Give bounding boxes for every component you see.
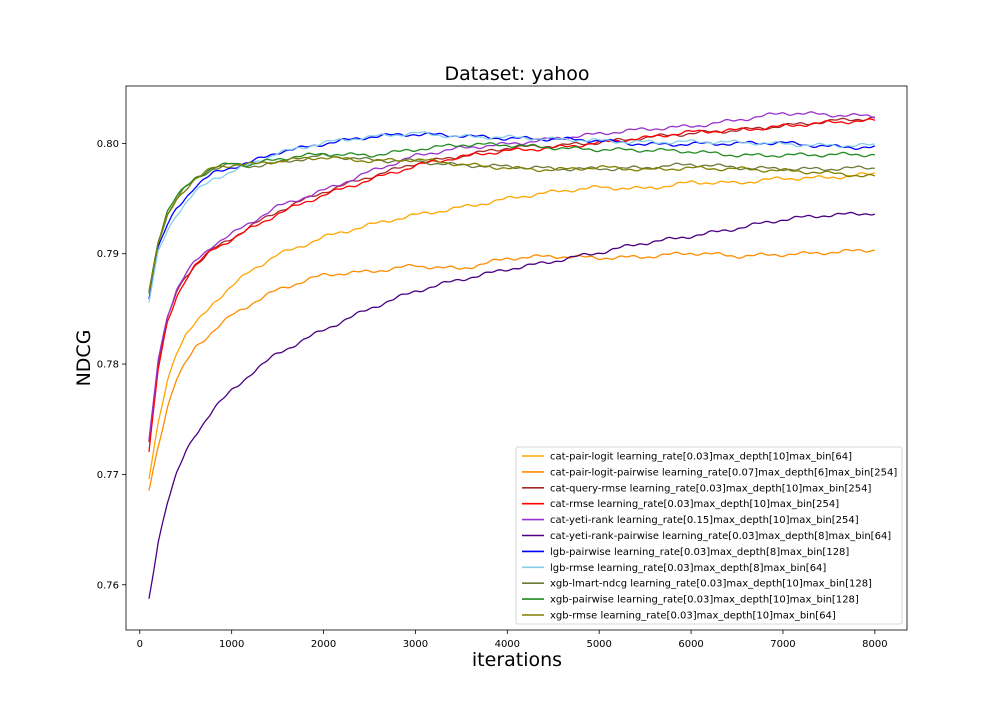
x-tick-label: 5000 (586, 639, 611, 650)
legend-label: lgb-pairwise learning_rate[0.03]max_dept… (550, 547, 849, 558)
series-line (148, 248, 875, 491)
y-tick-label: 0.78 (97, 360, 119, 371)
y-tick-label: 0.76 (97, 580, 119, 591)
series-line (148, 142, 875, 294)
legend-label: cat-pair-logit-pairwise learning_rate[0.… (550, 467, 897, 478)
y-axis-label: NDCG (73, 330, 95, 387)
x-tick-label: 4000 (495, 639, 520, 650)
legend-label: cat-yeti-rank learning_rate[0.15]max_dep… (550, 515, 859, 526)
y-tick-label: 0.80 (97, 139, 119, 150)
x-tick-label: 7000 (770, 639, 795, 650)
series-line (148, 131, 875, 303)
x-tick-label: 2000 (311, 639, 336, 650)
plot-area (148, 111, 876, 599)
x-axis: 0 1000 2000 3000 4000 5000 6000 7000 8000 (137, 630, 888, 650)
series-line (148, 172, 875, 480)
plot-frame (125, 85, 908, 631)
x-tick-label: 0 (137, 639, 143, 650)
y-tick-label: 0.77 (97, 470, 119, 481)
series-line (148, 132, 876, 300)
legend-label: xgb-lmart-ndcg learning_rate[0.03]max_de… (550, 579, 872, 590)
legend-box (515, 446, 903, 625)
legend: cat-pair-logit learning_rate[0.03]max_de… (515, 446, 903, 625)
series-line (148, 111, 876, 441)
x-axis-label: iterations (472, 649, 562, 671)
legend-label: cat-rmse learning_rate[0.03]max_depth[10… (550, 499, 839, 510)
legend-label: cat-query-rmse learning_rate[0.03]max_de… (550, 483, 872, 494)
legend-label: xgb-pairwise learning_rate[0.03]max_dept… (550, 595, 859, 606)
x-tick-label: 6000 (678, 639, 703, 650)
legend-label: lgb-rmse learning_rate[0.03]max_depth[8]… (550, 563, 826, 574)
legend-label: cat-pair-logit learning_rate[0.03]max_de… (550, 452, 852, 463)
x-tick-label: 3000 (403, 639, 428, 650)
legend-label: xgb-rmse learning_rate[0.03]max_depth[10… (550, 611, 836, 622)
x-tick-label: 8000 (862, 639, 887, 650)
chart-title: Dataset: yahoo (444, 63, 589, 85)
y-tick-label: 0.79 (97, 249, 119, 260)
x-tick-label: 1000 (219, 639, 244, 650)
legend-label: cat-yeti-rank-pairwise learning_rate[0.0… (550, 531, 891, 542)
series-line (148, 211, 876, 599)
series-line (148, 118, 876, 453)
series-line (148, 156, 876, 294)
series-line (148, 116, 875, 443)
series-line (148, 152, 875, 292)
y-axis: 0.76 0.77 0.78 0.79 0.80 (97, 139, 126, 591)
